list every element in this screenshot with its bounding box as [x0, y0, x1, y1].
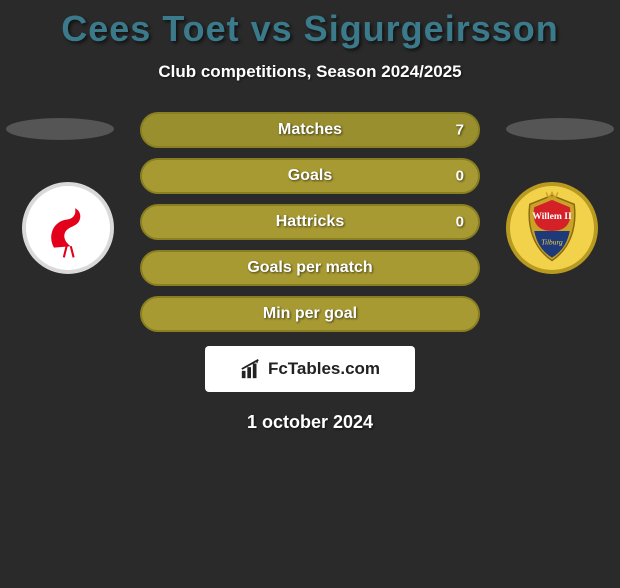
player-left-ellipse [6, 118, 114, 140]
team-right-badge: Willem II Tilburg [506, 182, 598, 274]
page-title: Cees Toet vs Sigurgeirsson [0, 8, 620, 50]
stat-row: Goals per match [140, 250, 480, 286]
stat-label: Goals [288, 167, 332, 185]
branding-box: FcTables.com [205, 346, 415, 392]
flamingo-icon [33, 193, 103, 263]
stat-label: Min per goal [263, 305, 357, 323]
subtitle: Club competitions, Season 2024/2025 [0, 62, 620, 82]
stat-row: Min per goal [140, 296, 480, 332]
team-left-badge [22, 182, 114, 274]
stat-label: Hattricks [276, 213, 344, 231]
barchart-icon [240, 358, 262, 380]
stat-right-value: 0 [456, 168, 464, 185]
stat-rows: Matches 7 Goals 0 Hattricks 0 Goals per match M… [140, 112, 480, 332]
date-label: 1 october 2024 [0, 412, 620, 433]
stat-right-value: 0 [456, 214, 464, 231]
team-left-badge-inner [31, 191, 105, 265]
stat-row: Hattricks 0 [140, 204, 480, 240]
stat-label: Matches [278, 121, 342, 139]
svg-text:Willem II: Willem II [532, 211, 572, 222]
stat-label: Goals per match [247, 259, 372, 277]
shield-icon: Willem II Tilburg [515, 191, 589, 265]
stat-right-value: 7 [456, 122, 464, 139]
branding-label: FcTables.com [268, 359, 380, 379]
comparison-panel: Willem II Tilburg Matches7Goals0Hattrick… [0, 112, 620, 433]
team-right-badge-inner: Willem II Tilburg [515, 191, 589, 265]
player-right-ellipse [506, 118, 614, 140]
svg-text:Tilburg: Tilburg [541, 237, 563, 246]
stat-row: Matches 7 [140, 112, 480, 148]
stat-row: Goals 0 [140, 158, 480, 194]
